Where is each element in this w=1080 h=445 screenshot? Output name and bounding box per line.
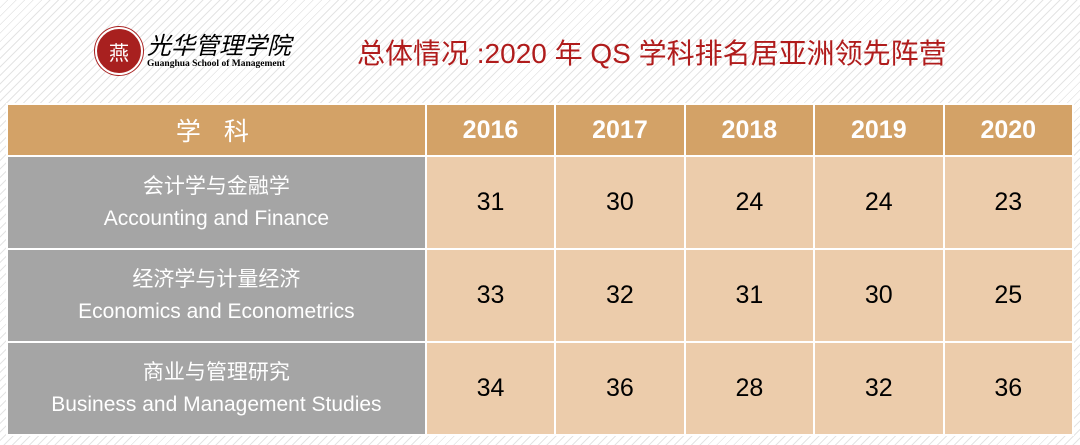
school-logo: 燕 光华管理学院 Guanghua School of Management [95,27,291,75]
subject-cell: 会计学与金融学 Accounting and Finance [6,155,427,250]
subject-cn: 商业与管理研究 [142,360,290,384]
ranking-table: 学 科 2016 2017 2018 2019 2020 会计学与金融学 Acco… [6,103,1075,436]
rank-cell: 24 [813,155,945,250]
page-title: 总体情况 :2020 年 QS 学科排名居亚洲领先阵营 [357,38,947,69]
rank-cell: 36 [942,341,1075,436]
header-row: 学 科 2016 2017 2018 2019 2020 [6,103,1075,157]
table-row: 经济学与计量经济 Economics and Econometrics 33 32 31… [6,248,1075,343]
header-year: 2016 [424,103,557,157]
logo-name-en: Guanghua School of Management [147,59,286,69]
rank-cell: 33 [424,248,557,343]
header-year: 2018 [683,103,816,157]
peking-university-seal-icon: 燕 [95,27,143,75]
subject-en: Economics and Econometrics [78,299,355,323]
logo-name-cn: 光华管理学院 [147,32,291,60]
subject-cell: 经济学与计量经济 Economics and Econometrics [6,248,427,343]
rank-cell: 36 [554,341,686,436]
rank-cell: 24 [683,155,816,250]
rank-cell: 28 [683,341,816,436]
subject-cn: 会计学与金融学 [142,174,290,198]
header-year: 2019 [813,103,945,157]
header-year: 2017 [554,103,686,157]
rank-cell: 32 [554,248,686,343]
rank-cell: 31 [424,155,557,250]
table-row: 商业与管理研究 Business and Management Studies 34… [6,341,1075,436]
header-year: 2020 [942,103,1075,157]
rank-cell: 23 [942,155,1075,250]
table-row: 会计学与金融学 Accounting and Finance 31 30 24 24 23 [6,155,1075,250]
subject-en: Business and Management Studies [51,392,382,416]
rank-cell: 34 [424,341,557,436]
header-subject: 学 科 [6,103,427,157]
subject-en: Accounting and Finance [103,206,330,230]
rank-cell: 30 [813,248,945,343]
rank-cell: 30 [554,155,686,250]
subject-cell: 商业与管理研究 Business and Management Studies [6,341,427,436]
rank-cell: 25 [942,248,1075,343]
rank-cell: 32 [813,341,945,436]
subject-cn: 经济学与计量经济 [132,267,301,291]
rank-cell: 31 [683,248,816,343]
